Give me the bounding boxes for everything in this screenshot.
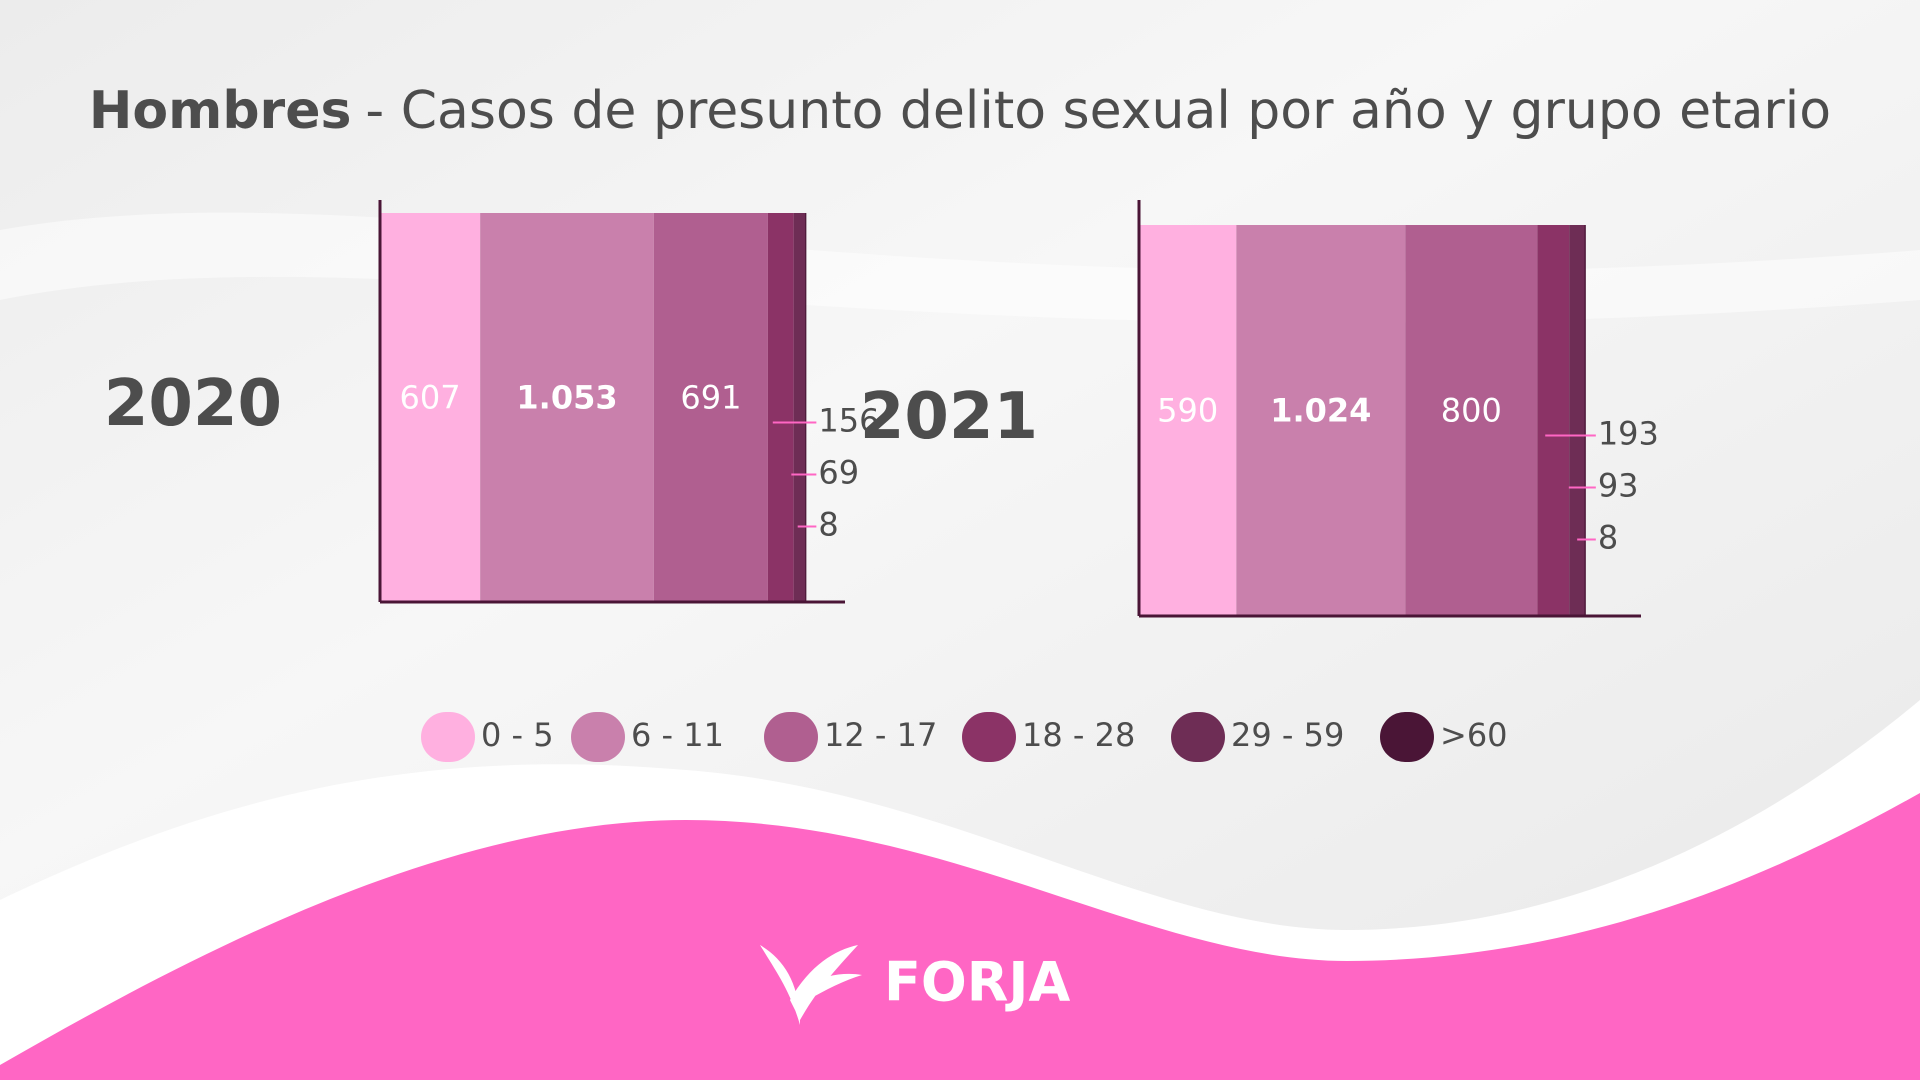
value-label: 8 xyxy=(1598,519,1618,557)
value-label: 8 xyxy=(818,506,838,544)
bar-segment xyxy=(1569,225,1585,616)
bar-segment xyxy=(653,213,768,602)
legend-swatch xyxy=(1171,712,1225,762)
value-label: 590 xyxy=(1157,392,1218,430)
logo-icon xyxy=(760,945,862,1025)
bar-segment xyxy=(1139,225,1237,616)
bar-segment xyxy=(1236,225,1406,616)
legend-swatch xyxy=(571,712,625,762)
legend-swatch xyxy=(1380,712,1434,762)
value-label: 93 xyxy=(1598,467,1639,505)
legend-label: 18 - 28 xyxy=(1022,716,1135,754)
legend-label: >60 xyxy=(1440,716,1508,754)
pink-wave xyxy=(0,793,1920,1080)
title-emphasis: Hombres xyxy=(89,81,352,141)
bar-segment xyxy=(380,213,481,602)
bar-segment xyxy=(1405,225,1538,616)
bar-segment xyxy=(1537,225,1570,616)
value-label: 607 xyxy=(400,379,461,417)
legend-swatch xyxy=(962,712,1016,762)
value-label: 156 xyxy=(818,402,879,440)
category-label: 2021 xyxy=(860,380,1038,454)
value-label: 1.053 xyxy=(516,379,617,417)
category-label: 2020 xyxy=(104,367,282,441)
legend-label: 29 - 59 xyxy=(1231,716,1344,754)
logo-text: FORJA xyxy=(884,951,1070,1014)
legend-label: 0 - 5 xyxy=(481,716,554,754)
legend-swatch xyxy=(764,712,818,762)
title-text: - Casos de presunto delito sexual por añ… xyxy=(365,81,1831,141)
bar-segment xyxy=(1584,225,1586,616)
chart-title: Hombres - Casos de presunto delito sexual… xyxy=(89,81,1831,141)
logo: FORJA xyxy=(760,945,1070,1025)
legend-swatch xyxy=(421,712,475,762)
bar-segment xyxy=(805,213,807,602)
bar-segment xyxy=(480,213,654,602)
value-label: 800 xyxy=(1441,392,1502,430)
value-label: 1.024 xyxy=(1270,392,1371,430)
value-label: 193 xyxy=(1598,415,1659,453)
bar-segment xyxy=(767,213,794,602)
bar-segment xyxy=(793,213,806,602)
value-label: 69 xyxy=(818,454,859,492)
value-label: 691 xyxy=(680,379,741,417)
legend-label: 12 - 17 xyxy=(824,716,937,754)
legend-label: 6 - 11 xyxy=(631,716,724,754)
